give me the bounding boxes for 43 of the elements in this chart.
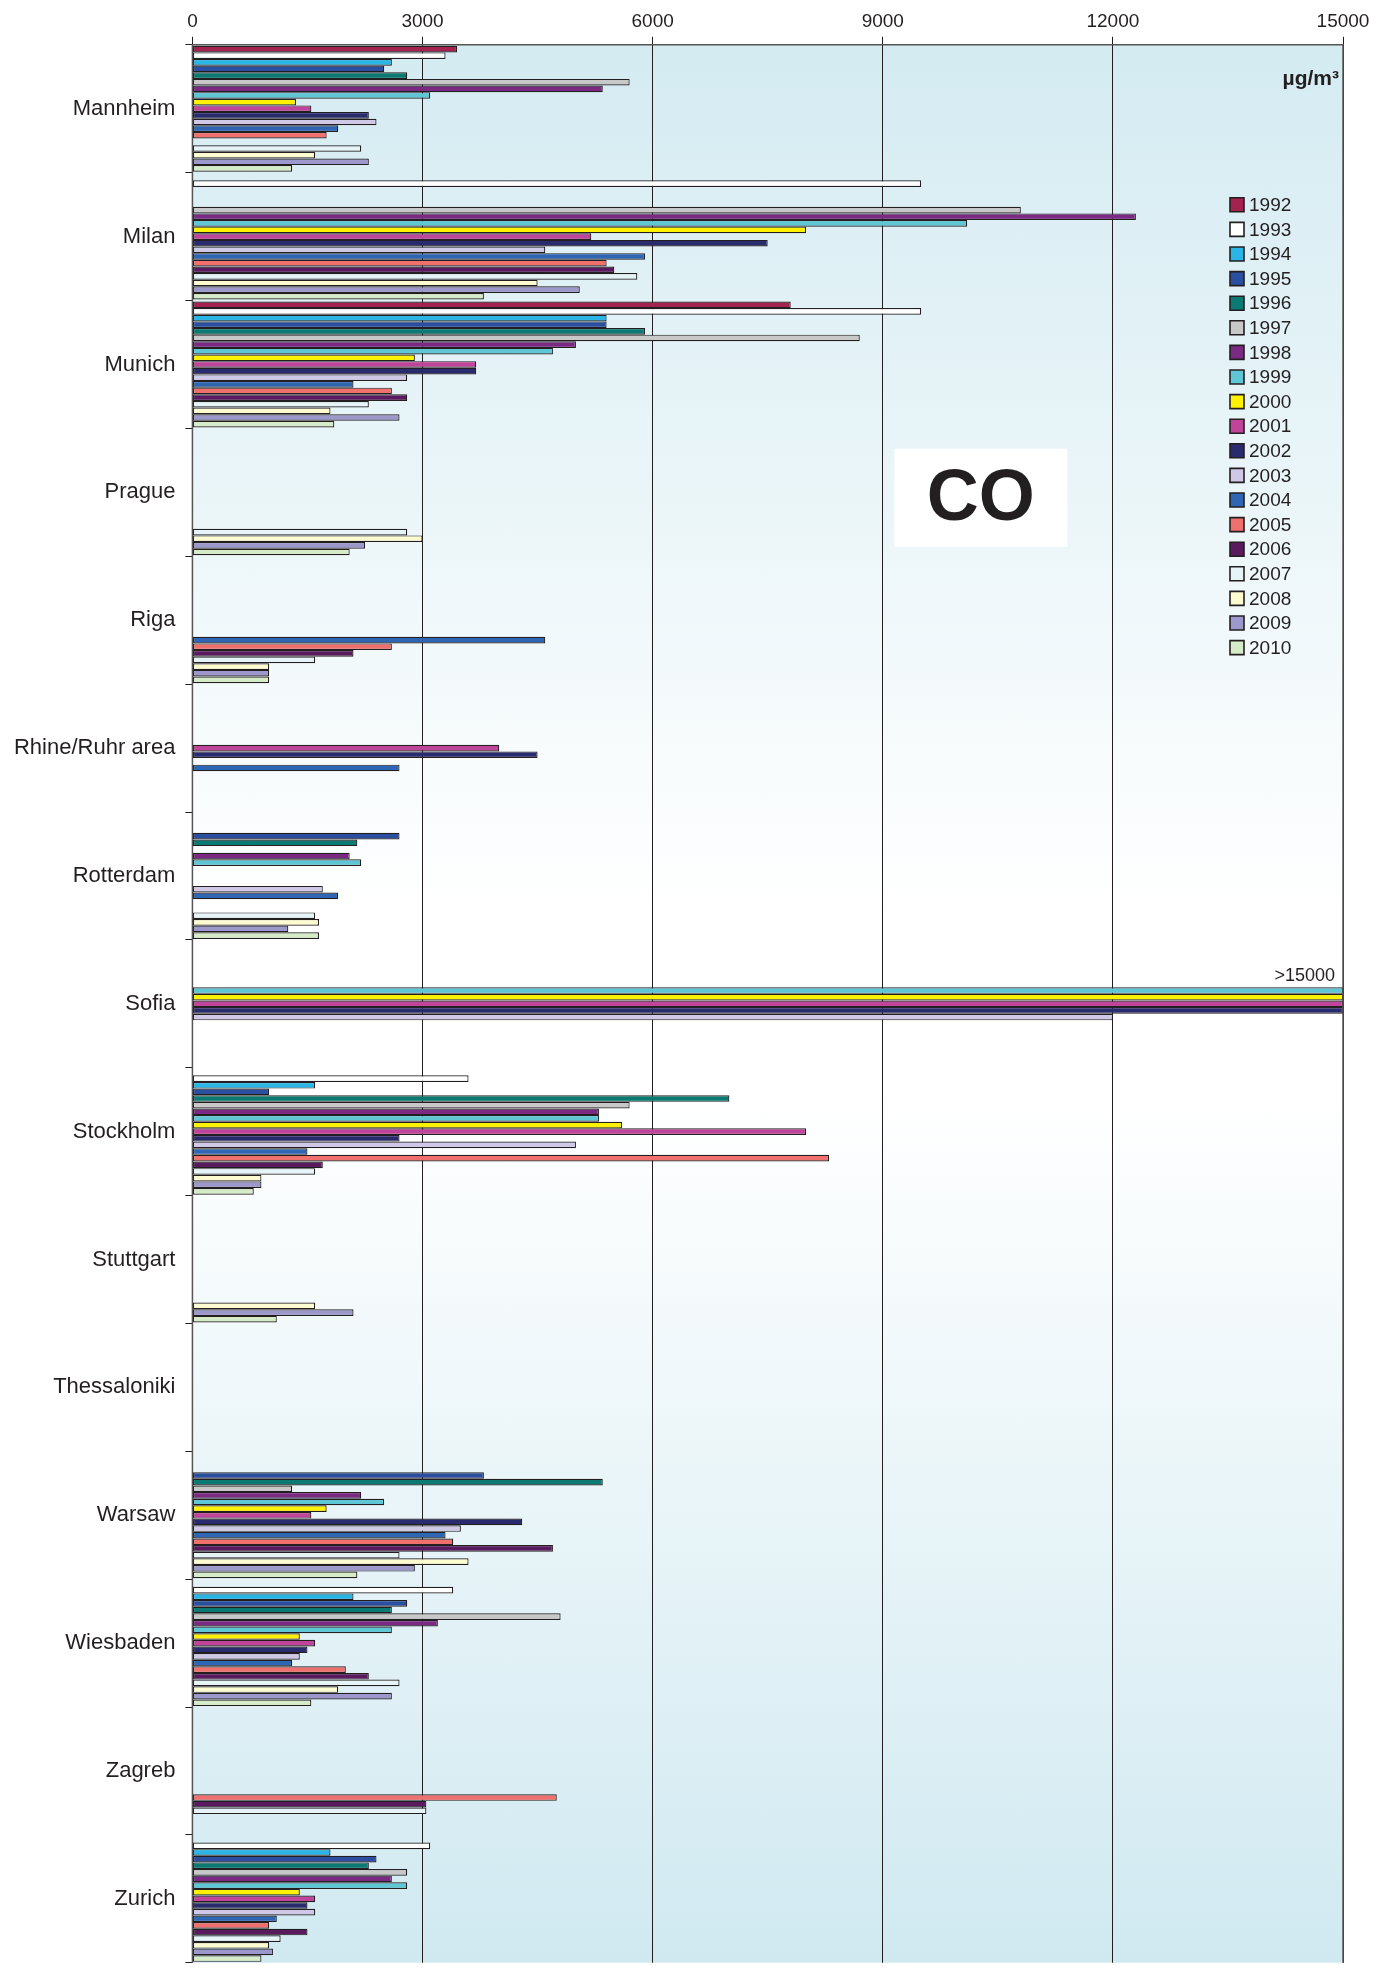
legend-label: 1993	[1249, 218, 1292, 240]
legend-label: 2000	[1249, 390, 1292, 412]
x-tick-label: 6000	[631, 9, 674, 31]
y-tick-label: Milan	[122, 222, 176, 248]
y-tick-label: Stuttgart	[92, 1245, 176, 1271]
x-tick-label: 0	[187, 9, 198, 31]
legend-label: 2004	[1249, 489, 1292, 511]
legend-label: 1997	[1249, 317, 1292, 339]
legend-label: 1994	[1249, 243, 1292, 265]
y-tick-label: Warsaw	[96, 1501, 176, 1527]
legend-label: 2006	[1249, 538, 1292, 560]
legend-label: 1992	[1249, 194, 1292, 216]
legend-label: 2007	[1249, 563, 1292, 585]
x-tick-label: 3000	[401, 9, 444, 31]
y-tick-label: Thessaloniki	[53, 1373, 176, 1399]
legend-label: 2005	[1249, 513, 1292, 535]
legend-label: 2003	[1249, 464, 1292, 486]
y-tick-label: Sofia	[125, 989, 177, 1015]
x-tick-label: 9000	[861, 9, 904, 31]
legend-label: 2010	[1249, 636, 1292, 658]
text: CO	[926, 454, 1035, 535]
legend-label: 2009	[1249, 612, 1292, 634]
y-tick-label: Zurich	[114, 1884, 176, 1910]
x-axis-title: µg/m³	[1282, 65, 1339, 89]
y-tick-label: Rotterdam	[72, 862, 176, 887]
annotation: >15000	[1274, 964, 1335, 985]
y-tick-label: Zagreb	[105, 1757, 176, 1783]
x-tick-label: 15000	[1316, 9, 1370, 31]
y-tick-label: Stockholm	[72, 1117, 176, 1143]
legend-label: 1996	[1249, 292, 1292, 314]
legend-label: 2001	[1249, 415, 1292, 437]
y-tick-label: Wiesbaden	[65, 1629, 176, 1655]
y-tick-label: Munich	[104, 350, 176, 376]
y-tick-label: Riga	[130, 606, 177, 632]
legend-label: 1999	[1249, 366, 1292, 388]
y-tick-label: Prague	[104, 478, 176, 504]
legend-label: 2002	[1249, 440, 1292, 462]
y-tick-label: Mannheim	[72, 94, 176, 120]
x-tick-label: 12000	[1086, 9, 1140, 31]
legend-label: 1995	[1249, 267, 1292, 289]
y-tick-label: Rhine/Ruhr area	[13, 734, 177, 760]
legend-label: 1998	[1249, 341, 1292, 363]
legend-label: 2008	[1249, 587, 1292, 609]
